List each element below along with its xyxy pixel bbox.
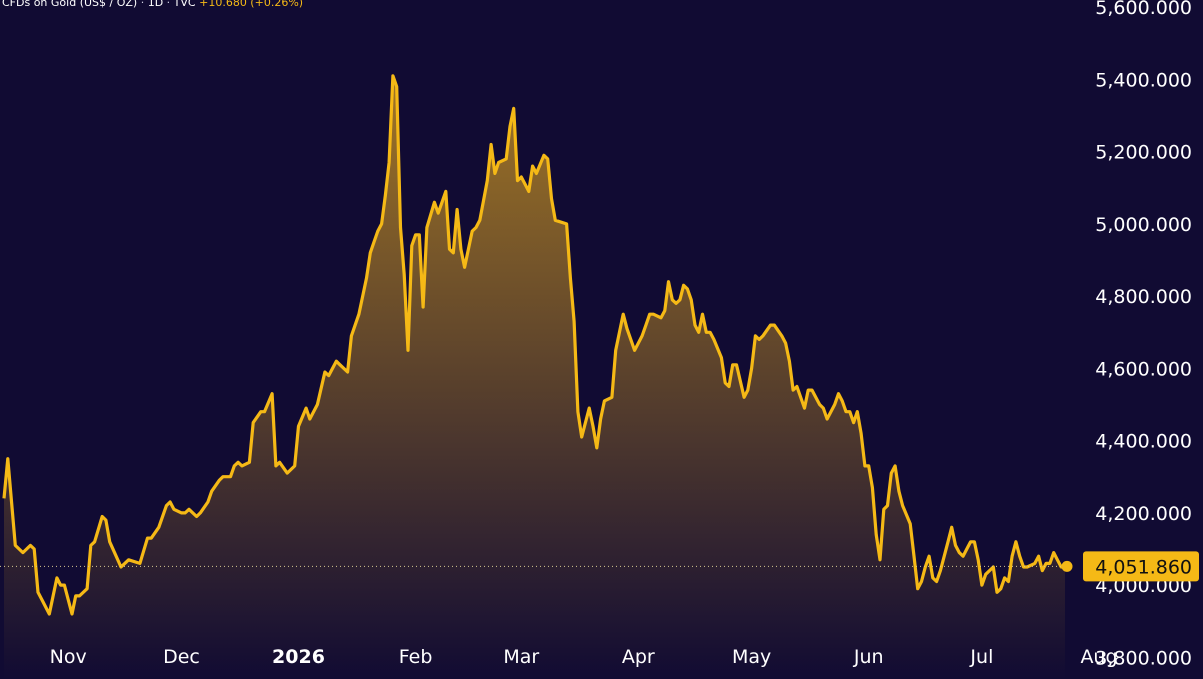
x-tick-label: Mar — [503, 646, 539, 668]
y-tick-label: 4,400.000 — [1095, 431, 1192, 453]
area-fill — [4, 75, 1065, 679]
area-fill-layer — [4, 75, 1065, 679]
y-tick-label: 5,600.000 — [1095, 0, 1192, 19]
x-tick-label: 2026 — [272, 646, 325, 668]
x-tick-label: Jul — [969, 646, 993, 668]
price-change: +10.680 (+0.26%) — [199, 0, 304, 9]
x-tick-label: Jun — [853, 646, 884, 668]
interval-label[interactable]: 1D — [147, 0, 164, 9]
chart-legend: CFDs on Gold (US$ / OZ) · 1D · TVC +10.6… — [2, 0, 303, 10]
last-price-tag — [1083, 551, 1199, 582]
last-price-label: 4,051.860 — [1095, 556, 1192, 578]
y-tick-label: 4,800.000 — [1095, 286, 1192, 308]
y-tick-label: 5,400.000 — [1095, 70, 1192, 92]
y-tick-label: 4,600.000 — [1095, 358, 1192, 380]
legend-separator: · — [163, 0, 174, 9]
x-tick-label: Aug — [1080, 646, 1117, 668]
y-tick-label: 5,200.000 — [1095, 142, 1192, 164]
last-price-marker: 4,051.860 — [0, 551, 1199, 582]
x-tick-label: May — [732, 646, 771, 668]
last-price-dot — [1061, 560, 1073, 572]
price-line — [2, 74, 1066, 616]
source-label: TVC — [173, 0, 196, 9]
y-tick-label: 3,800.000 — [1095, 647, 1192, 669]
y-tick-label: 5,000.000 — [1095, 214, 1192, 236]
symbol-name[interactable]: CFDs on Gold (US$ / OZ) — [2, 0, 138, 9]
legend-separator: · — [137, 0, 148, 9]
price-line-layer — [2, 74, 1066, 616]
x-axis[interactable]: Nov Dec 2026 Feb Mar Apr May Jun Jul Aug — [50, 646, 1118, 668]
x-tick-label: Nov — [50, 646, 87, 668]
x-tick-label: Feb — [399, 646, 433, 668]
x-tick-label: Dec — [163, 646, 200, 668]
x-tick-label: Apr — [622, 646, 655, 668]
y-tick-label: 4,200.000 — [1095, 503, 1192, 525]
